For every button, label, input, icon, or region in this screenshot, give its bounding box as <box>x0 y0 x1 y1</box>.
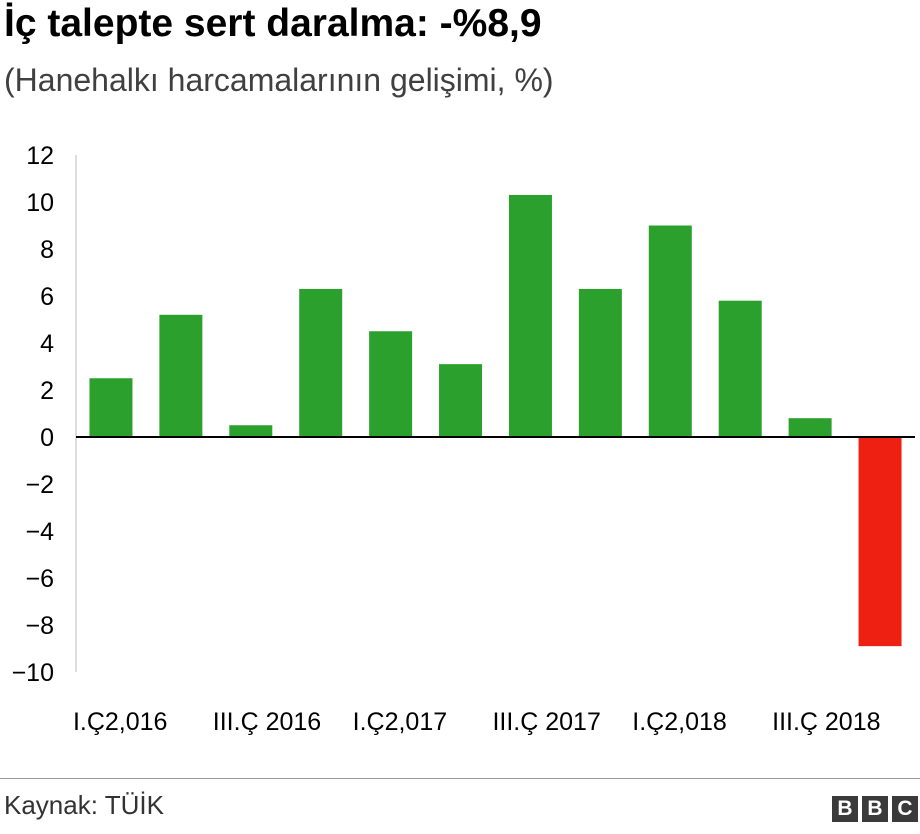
bars <box>89 194 902 647</box>
x-tick-label: III.Ç 2017 <box>492 708 600 736</box>
x-tick-label: I.Ç2,018 <box>632 708 727 736</box>
y-tick-label: 2 <box>40 377 54 405</box>
bbc-logo-letter: C <box>892 796 918 822</box>
y-tick-label: 8 <box>40 236 54 264</box>
x-tick-label: III.Ç 2016 <box>213 708 321 736</box>
chart-title: İç talepte sert daralma: -%8,9 <box>4 2 542 45</box>
y-tick-label: 12 <box>26 142 54 170</box>
bar <box>229 425 273 437</box>
bar <box>858 437 902 647</box>
x-tick-label: I.Ç2,016 <box>73 708 168 736</box>
bbc-logo-letter: B <box>862 796 888 822</box>
bar <box>299 288 343 437</box>
footer-divider <box>0 778 920 779</box>
bbc-logo-letter: B <box>832 796 858 822</box>
bbc-logo: B B C <box>832 796 918 822</box>
y-tick-label: 0 <box>40 424 54 452</box>
y-tick-label: 10 <box>26 189 54 217</box>
chart-subtitle: (Hanehalkı harcamalarının gelişimi, %) <box>4 62 554 98</box>
source-note: Kaynak: TÜİK <box>4 790 164 820</box>
x-tick-label: III.Ç 2018 <box>772 708 880 736</box>
x-axis-ticks: I.Ç2,016 III.Ç 2016 I.Ç2,017 III.Ç 2017 I.Ç2… <box>73 708 881 736</box>
bar <box>788 418 832 437</box>
y-tick-label: −6 <box>25 565 54 593</box>
bar <box>89 378 133 437</box>
bar <box>159 314 203 437</box>
y-tick-label: −4 <box>25 518 54 546</box>
y-tick-label: −8 <box>25 612 54 640</box>
y-tick-label: −10 <box>12 659 54 687</box>
bar <box>508 194 552 437</box>
y-tick-label: −2 <box>25 471 54 499</box>
y-tick-label: 6 <box>40 283 54 311</box>
x-tick-label: I.Ç2,017 <box>353 708 448 736</box>
bar <box>648 225 692 437</box>
y-axis-ticks: 12 10 8 6 4 2 0 −2 −4 −6 −8 −10 <box>12 142 55 687</box>
y-tick-label: 4 <box>40 330 54 358</box>
bar <box>718 300 762 437</box>
bar <box>369 331 413 437</box>
bar <box>439 364 483 437</box>
bar <box>578 288 622 437</box>
